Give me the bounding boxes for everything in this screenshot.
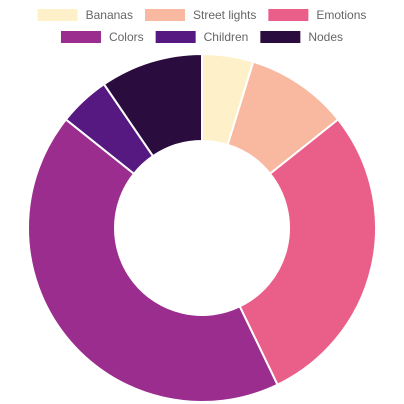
legend-swatch-bananas [37,9,78,21]
legend-item-colors[interactable]: Colors [60,30,144,44]
legend-label-bananas: Bananas [86,8,133,22]
legend-swatch-children [155,31,196,43]
legend-swatch-emotions [268,9,309,21]
legend-item-children[interactable]: Children [155,30,249,44]
legend-item-street-lights[interactable]: Street lights [144,8,256,22]
legend-swatch-street-lights [144,9,185,21]
legend-label-street-lights: Street lights [193,8,256,22]
slice-colors[interactable] [27,118,279,403]
legend-label-nodes: Nodes [308,30,343,44]
legend-swatch-colors [60,31,101,43]
slice-emotions[interactable] [238,118,377,386]
legend-item-emotions[interactable]: Emotions [268,8,366,22]
legend-label-children: Children [204,30,249,44]
legend-swatch-nodes [260,31,301,43]
slice-nodes[interactable] [102,53,203,158]
legend-label-emotions: Emotions [316,8,366,22]
legend-item-nodes[interactable]: Nodes [260,30,343,44]
legend-item-bananas[interactable]: Bananas [37,8,133,22]
legend: Bananas Street lights Emotions Colors Childr… [37,8,366,44]
doughnut-slices [27,53,377,403]
legend-label-colors: Colors [109,30,144,44]
